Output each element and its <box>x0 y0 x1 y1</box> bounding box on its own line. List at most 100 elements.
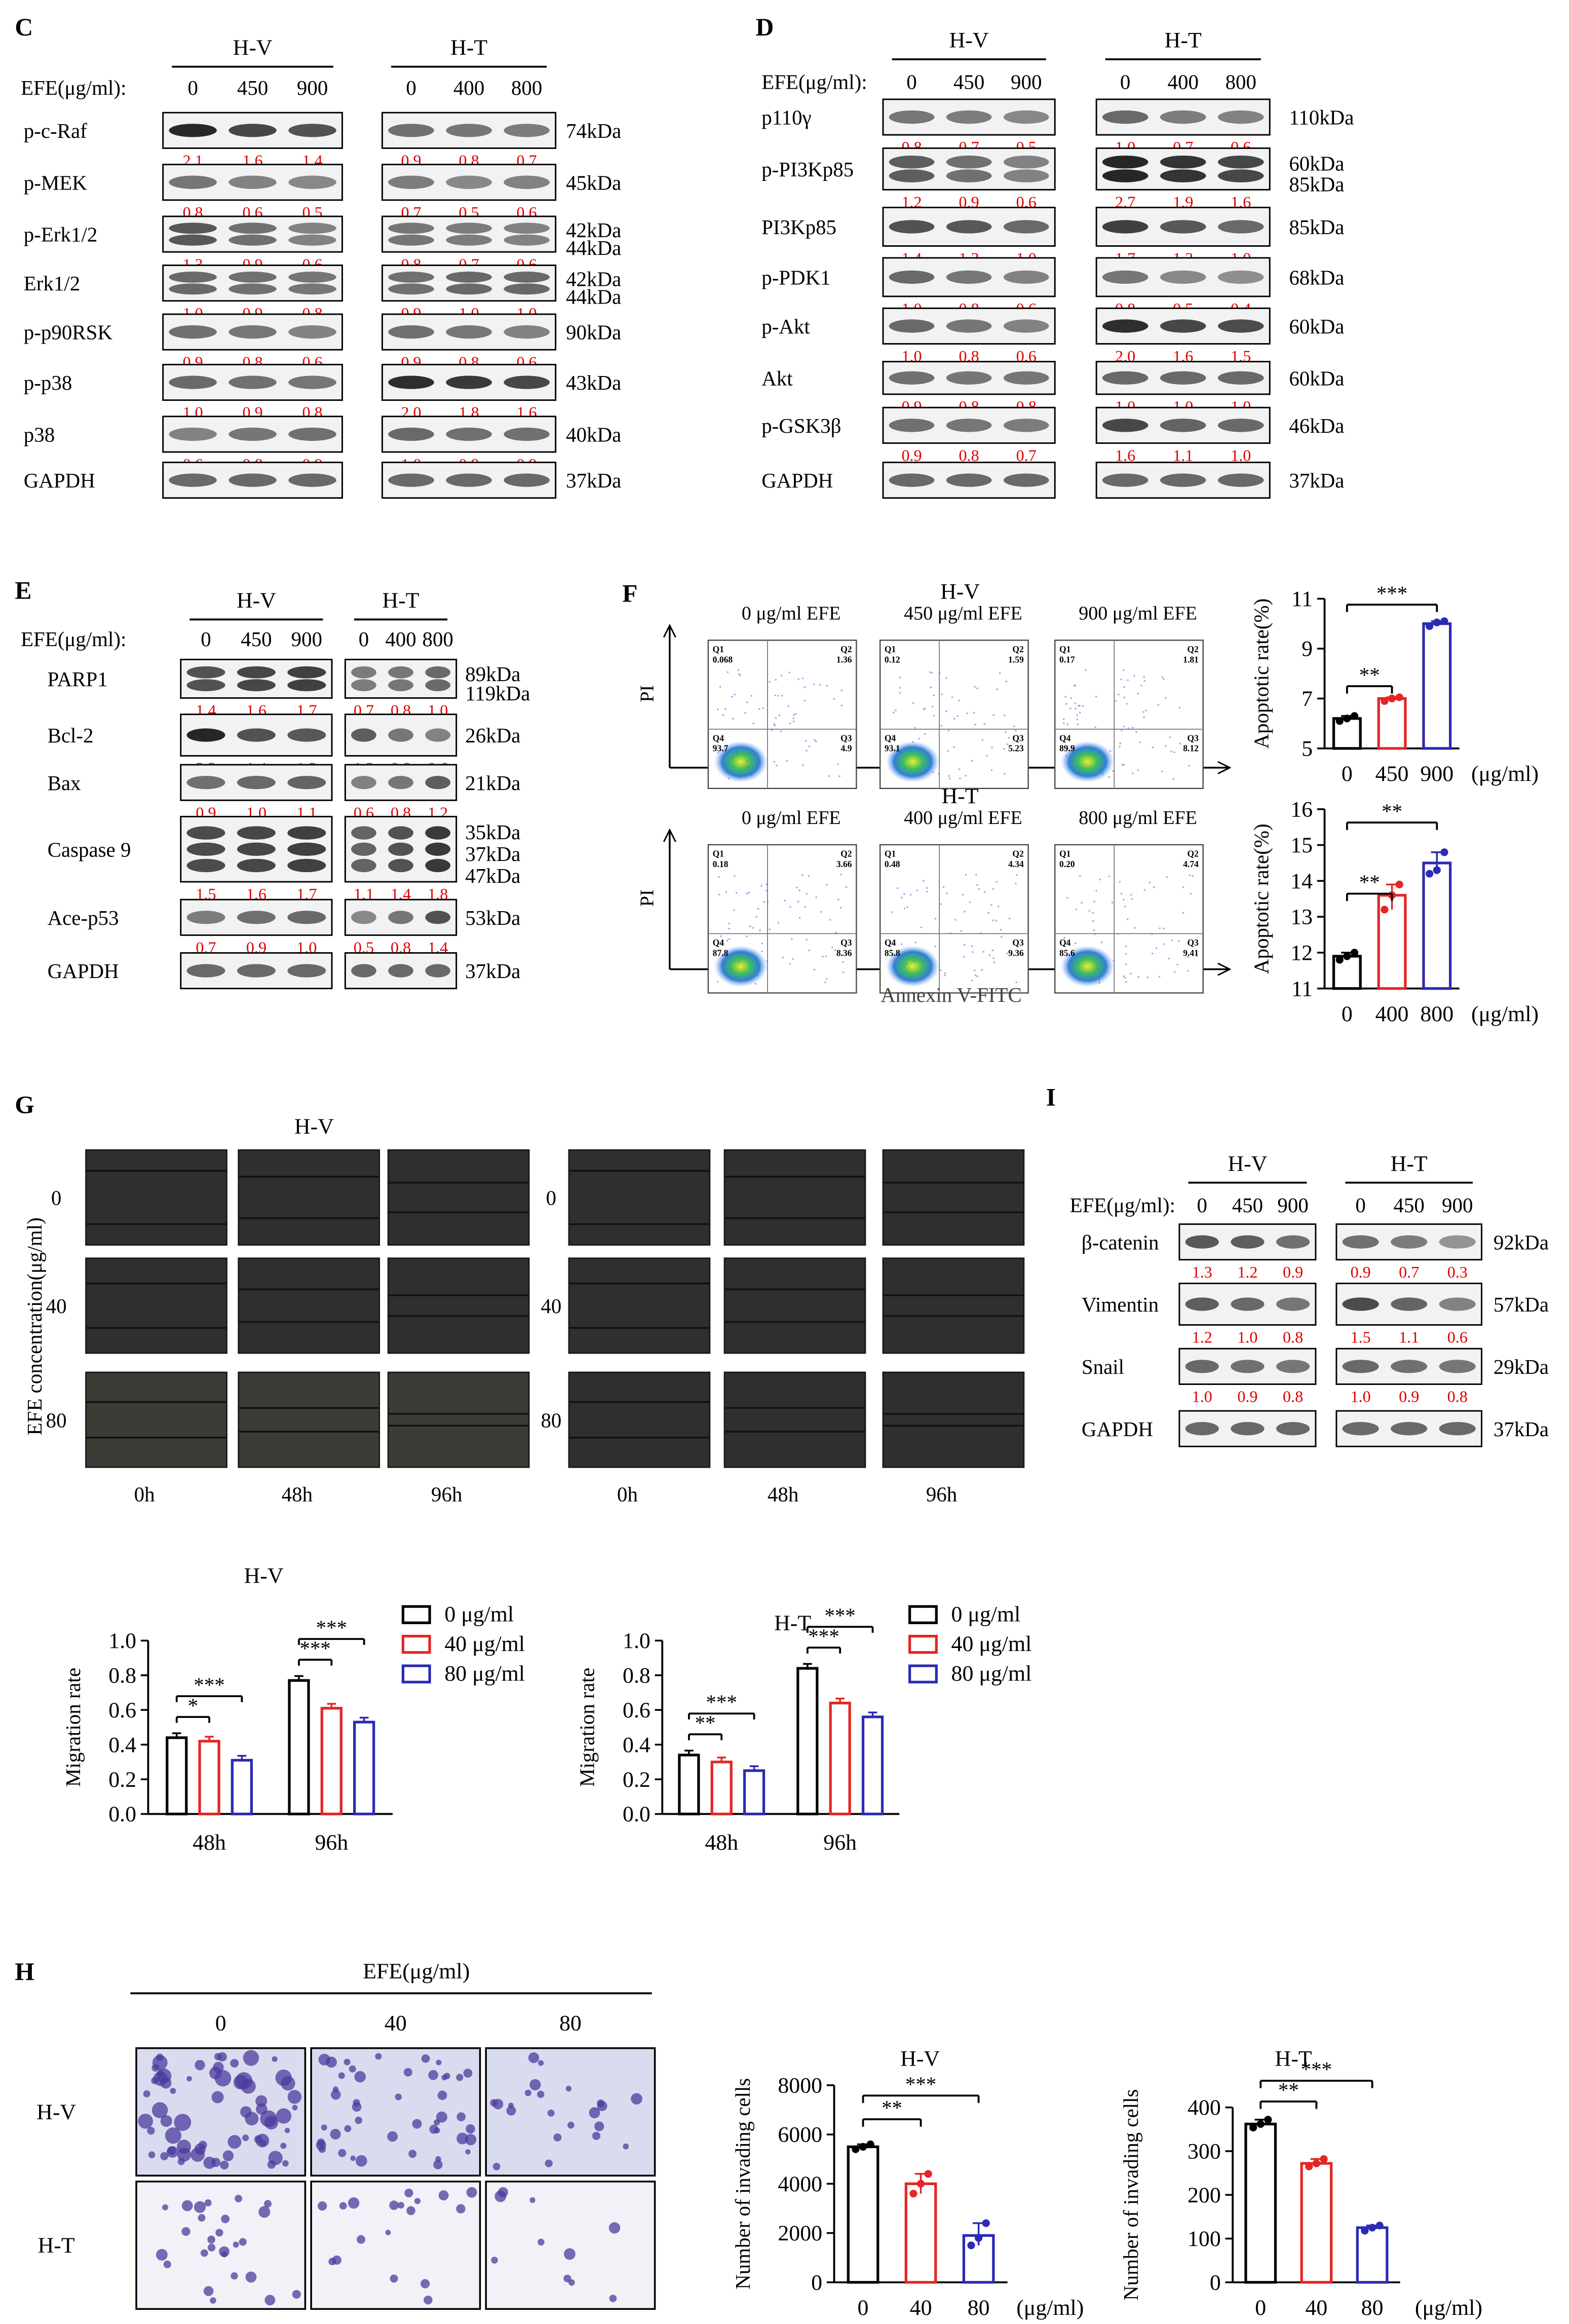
event-dot <box>931 705 934 708</box>
protein-band <box>1160 371 1206 385</box>
dose-label: 450 <box>241 628 272 651</box>
event-dot <box>833 698 835 700</box>
blot-strip <box>381 363 557 401</box>
event-dot <box>1179 742 1181 745</box>
event-dot <box>1005 731 1007 733</box>
stained-cell <box>214 2053 222 2060</box>
event-dot <box>726 671 729 673</box>
stained-cell <box>220 2160 229 2170</box>
wound-image <box>238 1371 380 1468</box>
stained-cell <box>623 2143 629 2150</box>
protein-band <box>1231 1235 1265 1249</box>
protein-band <box>946 270 992 284</box>
stained-cell <box>395 2093 402 2101</box>
event-dot <box>1075 942 1077 945</box>
kda-label: 40kDa <box>566 424 621 446</box>
event-dot <box>780 674 783 677</box>
stained-cell <box>343 2058 351 2066</box>
data-point <box>1249 2123 1257 2131</box>
blot-strip <box>1095 206 1271 247</box>
event-dot <box>940 725 942 727</box>
event-dot <box>1123 696 1126 699</box>
dose-label: 0 <box>359 628 369 651</box>
event-dot <box>777 922 779 924</box>
quadrant-name: Q3 <box>1188 938 1199 948</box>
event-dot <box>717 708 719 710</box>
x-tick-label: 80 <box>1361 2296 1384 2320</box>
quadrant-value: 93.1 <box>885 743 900 754</box>
event-dot <box>732 756 735 758</box>
quadrant-value: 85.6 <box>1059 948 1075 958</box>
quant-value: 0.7 <box>1399 1263 1419 1281</box>
kda-label: 44kDa <box>566 237 621 259</box>
event-dot <box>1111 902 1114 904</box>
row-dose-label: 40 <box>541 1295 561 1318</box>
flow-plot-title: 0 μg/ml EFE <box>742 603 841 624</box>
event-dot <box>982 951 985 953</box>
event-dot <box>784 899 786 902</box>
dose-label: 0 <box>1120 70 1130 93</box>
protein-band <box>1003 155 1049 169</box>
event-dot <box>1131 898 1133 900</box>
quant-value: 0.9 <box>901 446 922 465</box>
event-dot <box>1125 963 1127 965</box>
protein-band <box>287 858 326 873</box>
protein-band <box>186 858 225 873</box>
event-dot <box>758 708 760 710</box>
event-dot <box>1113 959 1115 962</box>
y-tick-label: 0 <box>1210 2270 1221 2295</box>
stained-cell <box>222 2150 234 2161</box>
event-dot <box>813 968 816 971</box>
protein-band <box>1185 1360 1219 1373</box>
data-point <box>1395 880 1403 889</box>
dose-label: 0 <box>201 628 211 651</box>
bar <box>288 1679 310 1816</box>
stained-cell <box>397 2201 405 2209</box>
stained-cell <box>326 2056 337 2068</box>
stained-cell <box>403 2068 412 2077</box>
arrow-head <box>663 828 676 842</box>
event-dot <box>803 686 806 688</box>
event-dot <box>782 956 784 959</box>
stained-cell <box>609 2295 617 2302</box>
event-dot <box>1149 881 1151 884</box>
event-dot <box>1067 964 1069 967</box>
significance-stars: *** <box>824 1604 855 1627</box>
protein-band <box>425 666 451 679</box>
stained-cell <box>272 2056 278 2062</box>
blot-strip <box>1095 147 1271 191</box>
stained-cell <box>463 2069 473 2078</box>
protein-band <box>228 325 277 339</box>
row-label: p110γ <box>761 106 811 129</box>
data-point <box>859 2143 867 2151</box>
event-dot <box>944 972 946 974</box>
row-label: Snail <box>1082 1356 1124 1378</box>
significance-stars: *** <box>194 1673 224 1696</box>
transwell-image <box>485 2181 656 2310</box>
stained-cell <box>195 2059 205 2071</box>
group-title-ht: H-T <box>450 35 487 60</box>
protein-band <box>237 964 276 978</box>
event-dot <box>918 750 921 752</box>
stained-cell <box>318 2201 327 2211</box>
event-dot <box>1163 678 1165 680</box>
quadrant-name: Q3 <box>1188 733 1199 743</box>
event-dot <box>912 702 914 704</box>
x-tick-label: 48h <box>705 1830 738 1855</box>
stained-cell <box>357 2235 366 2244</box>
event-dot <box>988 954 991 956</box>
blot-strip <box>882 147 1056 191</box>
protein-band <box>1217 110 1264 124</box>
protein-band <box>1003 220 1049 234</box>
row-dose-label: 0 <box>546 1187 556 1210</box>
protein-band <box>504 473 550 487</box>
quadrant-value: 93.7 <box>713 743 729 754</box>
wound-image <box>882 1257 1025 1354</box>
y-tick-label: 0 <box>811 2270 822 2295</box>
data-point <box>1433 618 1441 626</box>
quadrant-value: 89.9 <box>1059 743 1075 754</box>
stained-cell <box>433 2160 443 2169</box>
event-dot <box>953 718 955 720</box>
protein-band <box>1439 1235 1476 1249</box>
stained-cell <box>243 2050 259 2066</box>
